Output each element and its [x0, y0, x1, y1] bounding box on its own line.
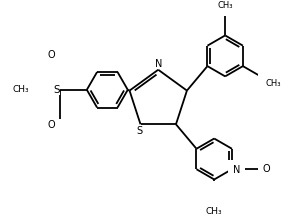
- Text: O: O: [263, 164, 270, 174]
- Text: O: O: [48, 50, 55, 60]
- Text: N: N: [233, 164, 240, 174]
- Text: O: O: [48, 120, 55, 130]
- Text: CH₃: CH₃: [13, 85, 29, 94]
- Text: S: S: [137, 126, 143, 136]
- Text: N: N: [154, 59, 162, 69]
- Text: CH₃: CH₃: [217, 1, 233, 10]
- Text: CH₃: CH₃: [206, 207, 222, 216]
- Text: S: S: [53, 85, 60, 95]
- Text: CH₃: CH₃: [265, 79, 281, 88]
